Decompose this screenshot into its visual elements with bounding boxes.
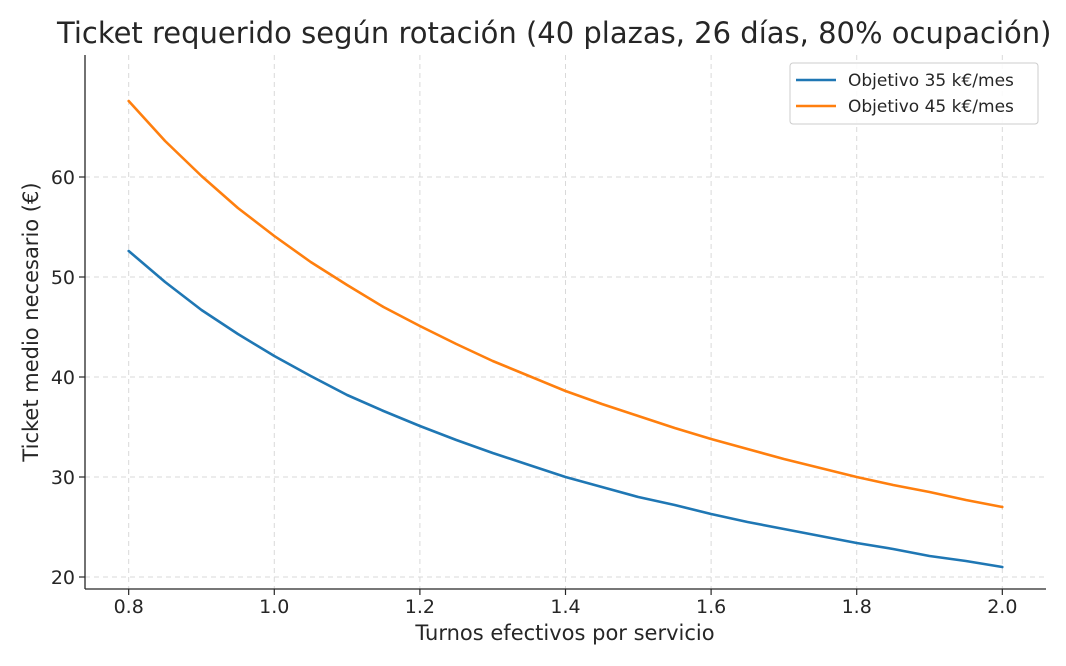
x-tick-label: 0.8 [114,596,144,618]
y-ticks: 20 30 40 50 60 [51,167,85,589]
grid [85,55,1046,589]
series-line-1 [127,249,1004,569]
y-tick-label: 40 [51,367,75,389]
y-tick-label: 50 [51,267,75,289]
y-tick-label: 60 [51,167,75,189]
legend-label-1: Objetivo 35 k€/mes [848,71,1014,91]
y-tick-label: 30 [51,467,75,489]
legend-box [789,62,1039,125]
x-axis-label: Turnos efectivos por servicio [414,621,714,645]
series [127,99,1004,569]
x-ticks: 0.8 1.0 1.2 1.4 1.6 1.8 2.0 [114,589,1017,618]
x-tick-label: 1.6 [696,596,726,618]
chart-title: Ticket requerido según rotación (40 plaz… [56,16,1051,50]
x-tick-label: 1.8 [842,596,872,618]
x-tick-label: 2.0 [987,596,1017,618]
series-line-2 [127,99,1004,509]
y-axis-label: Ticket medio necesario (€) [19,182,43,462]
y-tick-label: 20 [51,567,75,589]
x-tick-label: 1.0 [259,596,289,618]
x-tick-label: 1.4 [550,596,580,618]
x-tick-label: 1.2 [405,596,435,618]
legend-label-2: Objetivo 45 k€/mes [848,97,1014,117]
legend: Objetivo 35 k€/mes Objetivo 45 k€/mes [789,62,1039,125]
